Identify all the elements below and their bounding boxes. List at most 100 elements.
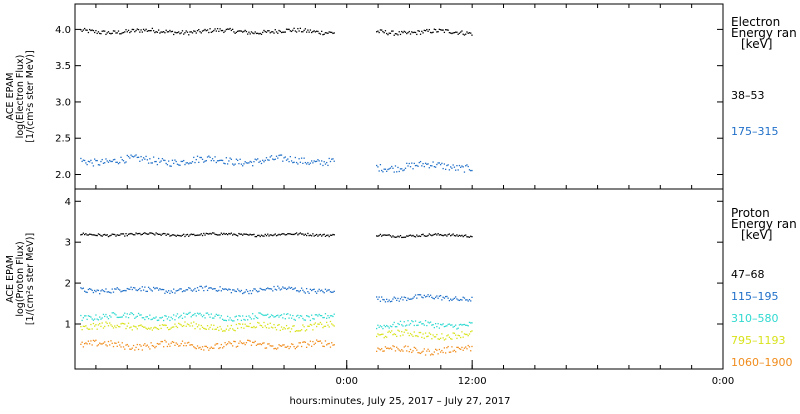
data-point <box>169 292 171 295</box>
data-point <box>407 297 409 299</box>
data-point <box>169 319 171 322</box>
data-point <box>309 340 312 342</box>
data-point <box>180 314 182 317</box>
data-point <box>122 346 125 348</box>
data-point <box>309 29 312 31</box>
data-point <box>444 338 447 340</box>
data-point <box>471 345 473 348</box>
data-point <box>409 322 412 325</box>
data-point <box>299 161 302 163</box>
data-point <box>404 325 407 327</box>
data-point <box>439 351 442 353</box>
data-point <box>193 321 195 323</box>
data-point <box>288 327 290 329</box>
data-point <box>461 346 463 349</box>
data-point <box>326 317 328 319</box>
data-point <box>244 323 246 325</box>
data-point <box>206 346 209 349</box>
data-point <box>204 345 206 347</box>
data-point <box>176 289 179 292</box>
data-point <box>470 331 472 333</box>
data-point <box>431 324 433 326</box>
data-point <box>165 234 167 236</box>
data-point <box>252 165 254 167</box>
data-point <box>90 159 92 161</box>
data-point <box>231 28 234 31</box>
data-point <box>321 289 323 291</box>
data-point <box>302 233 304 235</box>
data-point <box>295 315 298 317</box>
data-point <box>439 323 442 326</box>
data-point <box>134 317 136 319</box>
data-point <box>269 234 271 236</box>
data-point <box>135 29 137 32</box>
data-point <box>289 155 291 158</box>
data-point <box>431 296 433 299</box>
data-point <box>467 325 469 327</box>
data-point <box>314 342 317 344</box>
data-point <box>208 313 210 316</box>
data-point <box>428 350 430 352</box>
data-point <box>151 27 154 30</box>
data-point <box>250 234 253 236</box>
data-point <box>220 328 222 330</box>
data-point <box>412 350 414 352</box>
data-point <box>90 316 92 318</box>
data-point <box>275 315 278 317</box>
data-point <box>214 344 216 346</box>
data-point <box>297 234 299 236</box>
data-point <box>87 315 90 317</box>
data-point <box>333 32 335 34</box>
data-point <box>305 329 308 331</box>
data-point <box>398 31 400 33</box>
data-point <box>224 163 226 165</box>
data-point <box>150 232 152 234</box>
data-point <box>452 233 454 235</box>
data-point <box>274 158 276 160</box>
data-point <box>448 169 451 171</box>
data-point <box>137 288 140 291</box>
data-point <box>184 163 186 166</box>
data-point <box>279 234 281 236</box>
data-point <box>451 234 453 236</box>
data-point <box>450 298 452 300</box>
data-point <box>384 335 387 338</box>
data-point <box>411 31 413 33</box>
data-point <box>186 31 189 33</box>
data-point <box>321 342 323 344</box>
data-point <box>159 288 161 290</box>
data-point <box>157 343 160 345</box>
data-point <box>254 31 256 33</box>
data-point <box>455 235 457 237</box>
series-4 <box>80 339 473 356</box>
data-point <box>189 287 191 290</box>
data-point <box>396 326 398 328</box>
data-point <box>399 168 402 170</box>
data-point <box>135 154 137 156</box>
data-point <box>228 160 230 162</box>
data-point <box>242 315 244 317</box>
data-point <box>295 346 298 348</box>
data-point <box>163 288 165 291</box>
data-point <box>423 29 425 32</box>
data-point <box>263 288 265 291</box>
data-point <box>198 234 200 236</box>
data-point <box>432 31 434 33</box>
data-point <box>149 158 151 160</box>
data-point <box>174 31 176 33</box>
data-point <box>382 298 384 301</box>
data-point <box>206 29 209 31</box>
y-axis-label: [1/(cm²s ster MeV)] <box>25 233 36 325</box>
data-point <box>80 325 82 328</box>
data-point <box>166 233 169 235</box>
data-point <box>471 34 473 36</box>
data-point <box>448 299 451 302</box>
data-point <box>134 234 136 236</box>
data-point <box>230 319 233 321</box>
data-point <box>265 235 268 237</box>
data-point <box>458 335 461 337</box>
data-point <box>457 299 459 301</box>
data-point <box>189 162 191 164</box>
data-point <box>190 289 192 291</box>
data-point <box>111 32 113 35</box>
